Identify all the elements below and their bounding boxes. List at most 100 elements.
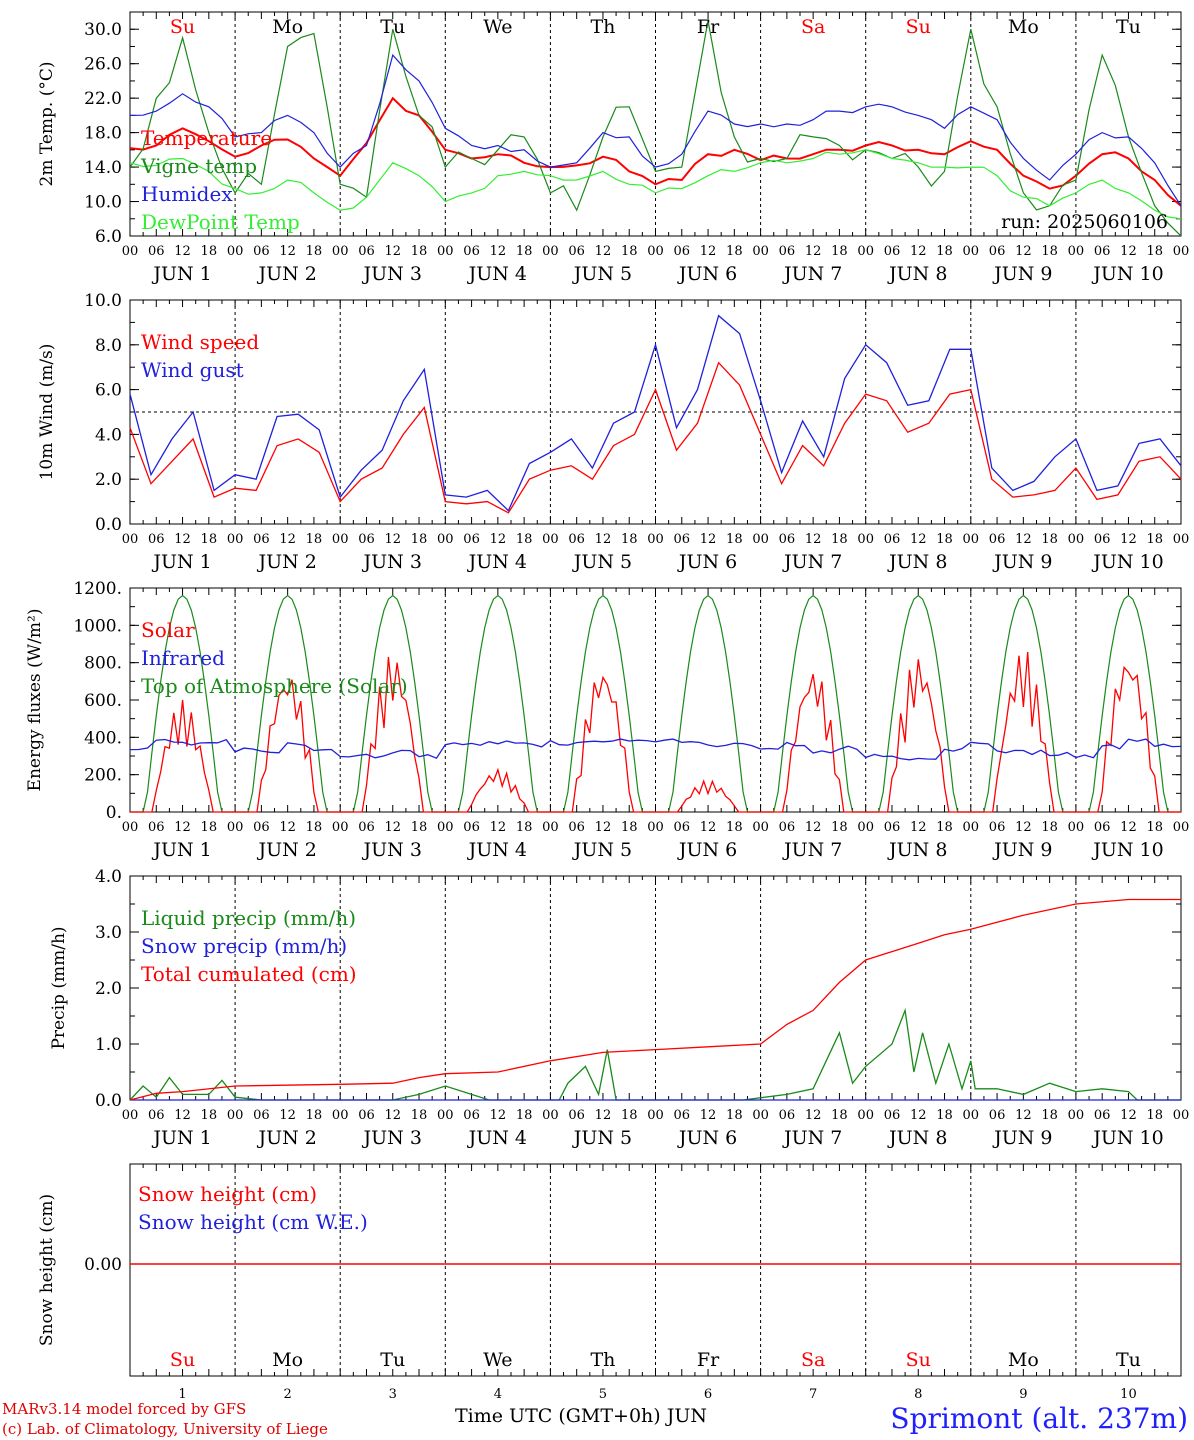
y-axis-title: 10m Wind (m/s) (37, 344, 57, 481)
hour-label: 06 (358, 820, 375, 835)
hour-label: 18 (726, 244, 743, 259)
hour-label: 18 (411, 1108, 428, 1123)
hour-label: 00 (752, 532, 769, 547)
y-tick-label: 400. (84, 728, 122, 748)
hour-label: 12 (700, 1108, 717, 1123)
hour-label: 12 (384, 532, 401, 547)
weekday-label: We (483, 1349, 512, 1371)
y-tick-label: 10.0 (84, 193, 122, 213)
date-label: JUN 1 (151, 1127, 211, 1149)
hour-label: 18 (411, 820, 428, 835)
hour-label: 00 (227, 244, 244, 259)
hour-label: 18 (831, 1108, 848, 1123)
date-label: JUN 6 (677, 839, 737, 861)
day-number: 1 (178, 1387, 186, 1402)
date-label: JUN 7 (782, 551, 842, 573)
hour-label: 12 (805, 820, 822, 835)
hour-label: 00 (647, 1108, 664, 1123)
hour-label: 00 (1173, 532, 1190, 547)
weekday-label: Mo (1008, 16, 1039, 38)
hour-label: 00 (1173, 244, 1190, 259)
hour-label: 12 (1120, 820, 1137, 835)
hour-label: 06 (148, 532, 165, 547)
weekday-label: Mo (1008, 1349, 1039, 1371)
y-tick-label: 1.0 (95, 1035, 122, 1055)
hour-label: 18 (201, 1108, 218, 1123)
run-label: run: 2025060106 (1001, 211, 1168, 233)
weekday-label: Tu (380, 1349, 405, 1371)
station-name: Sprimont (alt. 237m) (890, 1402, 1188, 1435)
hour-label: 18 (621, 532, 638, 547)
hour-label: 00 (542, 1108, 559, 1123)
date-label: JUN 9 (992, 1127, 1052, 1149)
weekday-label: Mo (272, 16, 303, 38)
date-label: JUN 10 (1091, 839, 1163, 861)
date-label: JUN 2 (256, 839, 316, 861)
hour-label: 12 (910, 244, 927, 259)
date-label: JUN 3 (362, 263, 422, 285)
y-tick-label: 600. (84, 691, 122, 711)
y-tick-label: 18.0 (84, 124, 122, 144)
hour-label: 00 (542, 820, 559, 835)
hour-label: 18 (411, 244, 428, 259)
hour-label: 06 (989, 244, 1006, 259)
hour-label: 00 (963, 244, 980, 259)
hour-label: 18 (1041, 1108, 1058, 1123)
hour-label: 12 (1120, 244, 1137, 259)
series-infrared (129, 738, 1182, 761)
y-tick-label: 0. (106, 803, 122, 823)
hour-label: 00 (1068, 1108, 1085, 1123)
hour-label: 18 (1041, 532, 1058, 547)
hour-label: 06 (884, 820, 901, 835)
date-label: JUN 7 (782, 839, 842, 861)
hour-label: 12 (174, 1108, 191, 1123)
date-label: JUN 2 (256, 1127, 316, 1149)
weekday-label: Fr (697, 16, 720, 38)
hour-label: 18 (726, 820, 743, 835)
hour-label: 06 (674, 532, 691, 547)
hour-label: 06 (253, 820, 270, 835)
hour-label: 12 (1015, 244, 1032, 259)
weekday-label: Su (906, 1349, 931, 1371)
day-number: 7 (809, 1387, 817, 1402)
hour-label: 18 (1041, 820, 1058, 835)
date-label: JUN 1 (151, 263, 211, 285)
hour-label: 12 (700, 244, 717, 259)
series-wind-gust (129, 314, 1182, 512)
hour-label: 18 (1146, 1108, 1163, 1123)
weekday-label: Su (906, 16, 931, 38)
y-tick-label: 0.00 (84, 1255, 122, 1275)
time-axis-title: Time UTC (GMT+0h) JUN (455, 1405, 707, 1427)
weekday-label: Sa (801, 1349, 825, 1371)
date-label: JUN 4 (467, 263, 527, 285)
weekday-label: Tu (380, 16, 405, 38)
y-axis-title: Energy fluxes (W/m²) (25, 609, 45, 792)
hour-label: 00 (542, 532, 559, 547)
legend-top-of-atmosphere-solar-: Top of Atmosphere (Solar) (141, 674, 408, 698)
hour-label: 00 (1068, 532, 1085, 547)
hour-label: 06 (779, 532, 796, 547)
hour-label: 12 (279, 1108, 296, 1123)
y-tick-label: 26.0 (84, 55, 122, 75)
hour-label: 12 (174, 532, 191, 547)
hour-label: 00 (122, 1108, 139, 1123)
date-label: JUN 10 (1091, 1127, 1163, 1149)
series-total-cumulated-cm- (129, 898, 1181, 1101)
date-label: JUN 9 (992, 839, 1052, 861)
hour-label: 18 (936, 820, 953, 835)
hour-label: 06 (989, 532, 1006, 547)
hour-label: 12 (279, 820, 296, 835)
hour-label: 06 (1094, 532, 1111, 547)
date-label: JUN 2 (256, 551, 316, 573)
hour-label: 06 (568, 820, 585, 835)
hour-label: 18 (411, 532, 428, 547)
hour-label: 06 (463, 820, 480, 835)
y-tick-label: 0.0 (95, 1091, 122, 1111)
hour-label: 18 (936, 532, 953, 547)
y-tick-label: 6.0 (95, 227, 122, 247)
date-label: JUN 1 (151, 839, 211, 861)
panel-frame (129, 11, 1182, 237)
weekday-label: Th (590, 16, 615, 38)
y-tick-label: 3.0 (95, 923, 122, 943)
y-tick-label: 2.0 (95, 470, 122, 490)
